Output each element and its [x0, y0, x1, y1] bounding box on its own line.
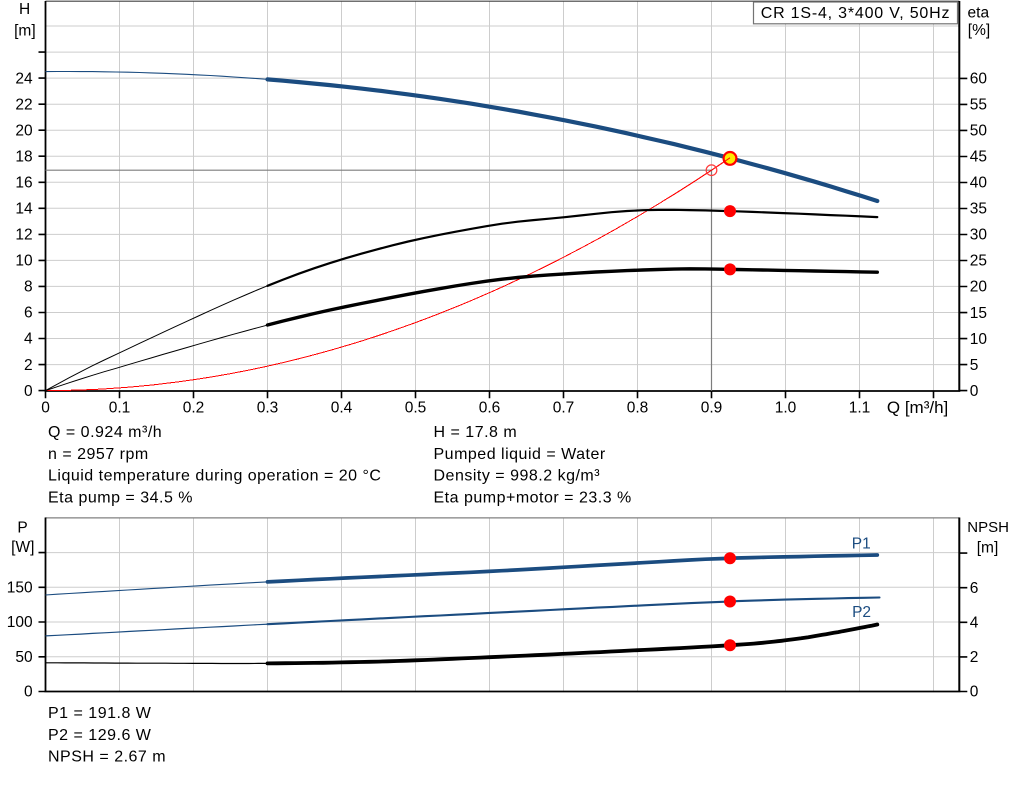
svg-text:35: 35	[970, 201, 987, 218]
svg-text:6: 6	[970, 580, 979, 597]
svg-text:20: 20	[970, 279, 988, 296]
svg-text:[m]: [m]	[977, 540, 999, 557]
svg-text:P1 = 191.8 W: P1 = 191.8 W	[48, 705, 152, 722]
svg-text:22: 22	[15, 96, 32, 113]
svg-text:18: 18	[15, 148, 32, 165]
svg-text:1.1: 1.1	[849, 400, 871, 417]
svg-text:0.7: 0.7	[553, 400, 575, 417]
svg-text:0.5: 0.5	[405, 400, 427, 417]
svg-text:50: 50	[970, 123, 988, 140]
svg-text:6: 6	[24, 305, 33, 322]
svg-text:20: 20	[15, 122, 33, 139]
svg-text:P1: P1	[852, 536, 871, 553]
svg-text:P2 = 129.6 W: P2 = 129.6 W	[48, 727, 152, 744]
svg-text:[m]: [m]	[14, 22, 36, 39]
svg-text:Q = 0.924 m³/h: Q = 0.924 m³/h	[48, 424, 162, 441]
svg-text:100: 100	[7, 614, 33, 631]
svg-text:Eta pump+motor = 23.3 %: Eta pump+motor = 23.3 %	[434, 489, 632, 506]
svg-text:0.4: 0.4	[331, 400, 353, 417]
svg-text:4: 4	[970, 615, 979, 632]
svg-text:H = 17.8 m: H = 17.8 m	[434, 424, 518, 441]
svg-text:H: H	[19, 1, 30, 18]
svg-text:24: 24	[15, 70, 33, 87]
svg-text:0: 0	[970, 383, 979, 400]
svg-text:P: P	[17, 520, 27, 537]
svg-text:5: 5	[970, 357, 979, 374]
svg-text:4: 4	[24, 331, 33, 348]
svg-text:15: 15	[970, 305, 987, 322]
svg-text:[%]: [%]	[968, 22, 990, 39]
svg-text:40: 40	[970, 175, 988, 192]
svg-text:Eta pump = 34.5 %: Eta pump = 34.5 %	[48, 489, 193, 506]
svg-text:12: 12	[15, 227, 32, 244]
svg-text:10: 10	[15, 253, 33, 270]
svg-text:0.8: 0.8	[627, 400, 649, 417]
svg-text:CR 1S-4, 3*400 V, 50Hz: CR 1S-4, 3*400 V, 50Hz	[761, 5, 951, 22]
svg-text:0: 0	[24, 684, 33, 701]
svg-text:10: 10	[970, 331, 988, 348]
svg-text:Q [m³/h]: Q [m³/h]	[887, 398, 948, 417]
svg-text:60: 60	[970, 71, 988, 88]
svg-text:P2: P2	[852, 604, 871, 621]
svg-text:25: 25	[970, 253, 987, 270]
svg-text:0: 0	[41, 400, 50, 417]
svg-text:16: 16	[15, 175, 32, 192]
svg-text:Liquid temperature during oper: Liquid temperature during operation = 20…	[48, 468, 381, 485]
svg-text:0: 0	[970, 684, 979, 701]
svg-text:50: 50	[15, 649, 33, 666]
svg-text:eta: eta	[968, 4, 990, 21]
svg-text:0.6: 0.6	[479, 400, 501, 417]
svg-text:1.0: 1.0	[775, 400, 797, 417]
svg-text:Pumped liquid = Water: Pumped liquid = Water	[434, 446, 606, 463]
svg-text:NPSH: NPSH	[967, 519, 1009, 536]
svg-text:8: 8	[24, 279, 33, 296]
svg-text:30: 30	[970, 227, 988, 244]
svg-text:55: 55	[970, 97, 987, 114]
svg-text:[W]: [W]	[11, 539, 34, 556]
svg-text:14: 14	[15, 201, 33, 218]
svg-text:0.1: 0.1	[109, 400, 131, 417]
svg-text:0.9: 0.9	[701, 400, 723, 417]
svg-text:0.2: 0.2	[183, 400, 205, 417]
svg-text:n = 2957 rpm: n = 2957 rpm	[48, 446, 149, 463]
svg-text:150: 150	[7, 580, 33, 597]
svg-text:45: 45	[970, 149, 987, 166]
svg-text:0.3: 0.3	[257, 400, 279, 417]
svg-text:2: 2	[24, 357, 33, 374]
svg-text:0: 0	[24, 383, 33, 400]
svg-text:2: 2	[970, 649, 979, 666]
svg-text:NPSH = 2.67 m: NPSH = 2.67 m	[48, 748, 166, 765]
svg-text:Density = 998.2 kg/m³: Density = 998.2 kg/m³	[434, 468, 601, 485]
